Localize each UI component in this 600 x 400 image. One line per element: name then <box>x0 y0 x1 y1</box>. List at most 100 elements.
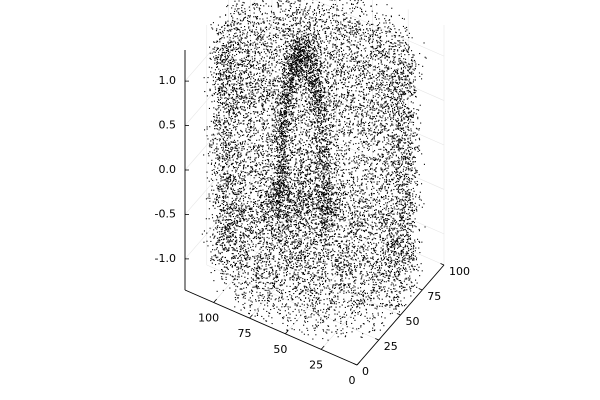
data-point <box>404 78 406 80</box>
data-point <box>392 229 394 231</box>
data-point <box>269 186 271 188</box>
data-point <box>372 256 374 258</box>
data-point <box>336 258 338 260</box>
data-point <box>411 147 413 149</box>
data-point <box>368 331 370 333</box>
data-point <box>325 267 327 269</box>
data-point <box>261 215 263 217</box>
data-point <box>259 41 261 43</box>
data-point <box>346 45 348 47</box>
data-point <box>323 278 325 280</box>
data-point <box>265 170 267 172</box>
data-point <box>297 114 299 116</box>
data-point <box>308 82 310 84</box>
data-point <box>217 108 219 110</box>
data-point <box>233 103 235 105</box>
data-point <box>315 203 317 205</box>
data-point <box>370 100 372 102</box>
data-point <box>415 146 417 148</box>
data-point <box>335 72 337 74</box>
data-point <box>288 78 290 80</box>
data-point <box>330 20 332 22</box>
data-point <box>296 247 298 249</box>
data-point <box>235 42 237 44</box>
data-point <box>290 199 292 201</box>
data-point <box>275 209 277 211</box>
data-point <box>354 52 356 54</box>
data-point <box>231 28 233 30</box>
data-point <box>392 112 394 114</box>
data-point <box>340 216 342 218</box>
data-point <box>333 38 335 40</box>
data-point <box>231 107 233 109</box>
data-point <box>320 54 322 56</box>
data-point <box>331 177 333 179</box>
data-point <box>251 135 253 137</box>
data-point <box>240 155 242 157</box>
data-point <box>298 194 300 196</box>
data-point <box>288 106 290 108</box>
data-point <box>220 178 222 180</box>
data-point <box>405 58 407 60</box>
data-point <box>312 228 314 230</box>
data-point <box>361 178 363 180</box>
data-point <box>384 71 386 73</box>
data-point <box>385 209 387 211</box>
data-point <box>237 158 239 160</box>
data-point <box>257 62 259 64</box>
data-point <box>392 138 394 140</box>
data-point <box>407 183 409 185</box>
data-point <box>264 176 266 178</box>
data-point <box>270 87 272 89</box>
data-point <box>353 310 355 312</box>
data-point <box>331 136 333 138</box>
data-point <box>268 256 270 258</box>
data-point <box>412 156 414 158</box>
data-point <box>268 146 270 148</box>
data-point <box>377 27 379 29</box>
data-point <box>298 86 300 88</box>
data-point <box>240 248 242 250</box>
data-point <box>294 51 296 53</box>
data-point <box>275 215 277 217</box>
data-point <box>400 235 402 237</box>
data-point <box>224 57 226 59</box>
data-point <box>357 185 359 187</box>
data-point <box>276 27 278 29</box>
data-point <box>235 161 237 163</box>
data-point <box>398 128 400 130</box>
data-point <box>235 206 237 208</box>
data-point <box>269 288 271 290</box>
data-point <box>339 266 341 268</box>
data-point <box>372 329 374 331</box>
data-point <box>400 90 402 92</box>
data-point <box>354 300 356 302</box>
data-point <box>413 292 415 294</box>
data-point <box>302 272 304 274</box>
data-point <box>229 54 231 56</box>
data-point <box>404 105 406 107</box>
data-point <box>268 62 270 64</box>
data-point <box>370 224 372 226</box>
data-point <box>378 91 380 93</box>
data-point <box>273 282 275 284</box>
data-point <box>267 50 269 52</box>
data-point <box>332 176 334 178</box>
data-point <box>263 96 265 98</box>
data-point <box>341 194 343 196</box>
data-point <box>256 92 258 94</box>
data-point <box>323 94 325 96</box>
data-point <box>337 199 339 201</box>
data-point <box>391 303 393 305</box>
data-point <box>267 114 269 116</box>
data-point <box>361 199 363 201</box>
data-point <box>360 37 362 39</box>
data-point <box>267 45 269 47</box>
data-point <box>400 254 402 256</box>
data-point <box>410 271 412 273</box>
data-point <box>278 94 280 96</box>
data-point <box>394 254 396 256</box>
data-point <box>231 241 233 243</box>
data-point <box>330 105 332 107</box>
data-point <box>364 192 366 194</box>
